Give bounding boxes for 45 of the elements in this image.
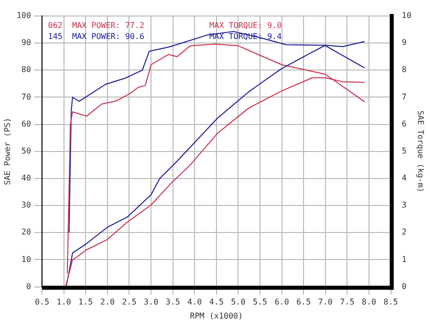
annotation: MAX TORQUE: 9.0 [209, 21, 282, 30]
y2-tick-label: 2 [402, 228, 407, 237]
y2-tick-label: 1 [402, 254, 407, 264]
x-tick-label: 1.0 [56, 298, 72, 307]
y-tick-label: 0 [26, 282, 32, 291]
x-tick-label: 3.0 [144, 298, 158, 307]
x-tick-label: 2.5 [122, 298, 137, 307]
y2-axis-title: SAE Torque (kg-m) [416, 110, 426, 192]
x-tick-label: 4.5 [209, 298, 224, 307]
y-tick-label: 40 [21, 174, 32, 183]
x-tick-label: 7.0 [318, 298, 333, 307]
x-tick-label: 7.5 [340, 298, 355, 307]
x-tick-label: 1.5 [78, 298, 94, 307]
y-axis-title: SAE Power (PS) [2, 118, 12, 186]
y-tick-label: 30 [21, 200, 32, 210]
y2-tick-label: 4 [402, 174, 407, 183]
x-tick-label: 6.5 [296, 298, 311, 307]
x-tick-label: 6.0 [274, 298, 290, 307]
y2-tick-label: 6 [402, 119, 407, 128]
y-tick-label: 20 [21, 228, 32, 237]
y-tick-label: 50 [21, 146, 32, 156]
annotation: 145 MAX POWER: 90.6 [48, 32, 145, 42]
x-tick-label: 3.5 [166, 298, 180, 307]
x-tick-label: 8.0 [362, 298, 376, 307]
y-tick-label: 10 [21, 254, 32, 264]
x-axis-title: RPM (x1000) [190, 311, 243, 320]
y-tick-label: 90 [21, 38, 32, 48]
x-tick-label: 2.0 [100, 298, 115, 307]
y2-tick-label: 3 [402, 200, 407, 210]
x-tick-label: 4.0 [187, 298, 202, 307]
x-tick-label: 5.0 [230, 298, 246, 307]
y-tick-label: 60 [21, 119, 32, 128]
y-tick-label: 70 [21, 92, 32, 102]
x-tick-label: 5.5 [252, 298, 268, 307]
y2-tick-label: 8 [402, 65, 407, 74]
annotation: 062 MAX POWER: 77.2 [48, 21, 145, 30]
y2-tick-label: 9 [402, 38, 407, 48]
x-tick-label: 8.5 [384, 298, 398, 307]
y2-tick-label: 10 [402, 11, 412, 20]
y-tick-label: 80 [21, 65, 32, 74]
y-tick-label: 100 [16, 11, 32, 20]
y2-tick-label: 7 [402, 92, 407, 102]
y2-tick-label: 0 [402, 282, 407, 291]
y2-tick-label: 5 [402, 146, 407, 156]
x-tick-label: 0.5 [34, 298, 50, 307]
